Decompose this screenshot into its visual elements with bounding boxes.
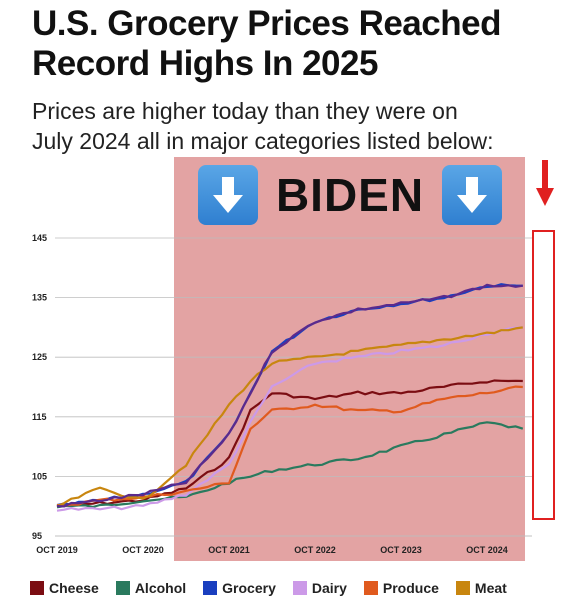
series-line-purple [56,283,523,508]
subtitle-line-2: July 2024 all in major categories listed… [32,128,494,154]
legend-swatch [30,581,44,595]
legend-label: Dairy [311,580,347,596]
legend-item-cheese: Cheese [30,580,99,596]
series-line-meat [56,326,523,508]
legend-label: Produce [382,580,439,596]
y-tick-label: 115 [32,412,47,422]
band-label-group: BIDEN [198,162,502,228]
highlight-box [532,230,555,520]
legend-swatch [203,581,218,595]
chart-legend: Cheese Alcohol Grocery Dairy Produce Meat [30,578,570,598]
legend-item-meat: Meat [455,580,507,596]
legend-label: Alcohol [134,580,187,596]
y-tick-label: 95 [32,531,42,541]
legend-item-dairy: Dairy [292,580,347,596]
series-line-dairy [56,326,523,512]
y-tick-label: 125 [32,352,47,362]
legend-swatch [455,581,470,595]
series-line-alcohol [56,421,524,509]
legend-label: Cheese [49,580,99,596]
legend-item-grocery: Grocery [203,580,276,596]
down-arrow-icon [198,165,258,225]
legend-label: Grocery [222,580,276,596]
band-label-text: BIDEN [275,169,425,221]
down-arrow-icon [442,165,502,225]
y-tick-label: 135 [32,293,47,303]
legend-swatch [363,581,378,595]
x-tick-label: OCT 2022 [294,545,336,555]
red-down-arrow-icon [536,160,554,206]
x-tick-label: OCT 2020 [122,545,164,555]
legend-label: Meat [474,580,507,596]
x-tick-label: OCT 2024 [466,545,508,555]
legend-swatch [115,581,130,595]
y-tick-label: 145 [32,233,47,243]
chart-title: U.S. Grocery Prices Reached Record Highs… [32,4,501,83]
subtitle-line-1: Prices are higher today than they were o… [32,98,458,124]
x-tick-label: OCT 2021 [208,545,250,555]
x-tick-label: OCT 2023 [380,545,422,555]
series-line-produce [56,385,523,507]
series-line-cheese [56,379,523,508]
x-tick-label: OCT 2019 [36,545,78,555]
legend-item-alcohol: Alcohol [115,580,187,596]
legend-item-produce: Produce [363,580,439,596]
y-tick-label: 105 [32,471,47,481]
chart-subtitle: Prices are higher today than they were o… [32,96,562,156]
legend-swatch [292,581,307,595]
